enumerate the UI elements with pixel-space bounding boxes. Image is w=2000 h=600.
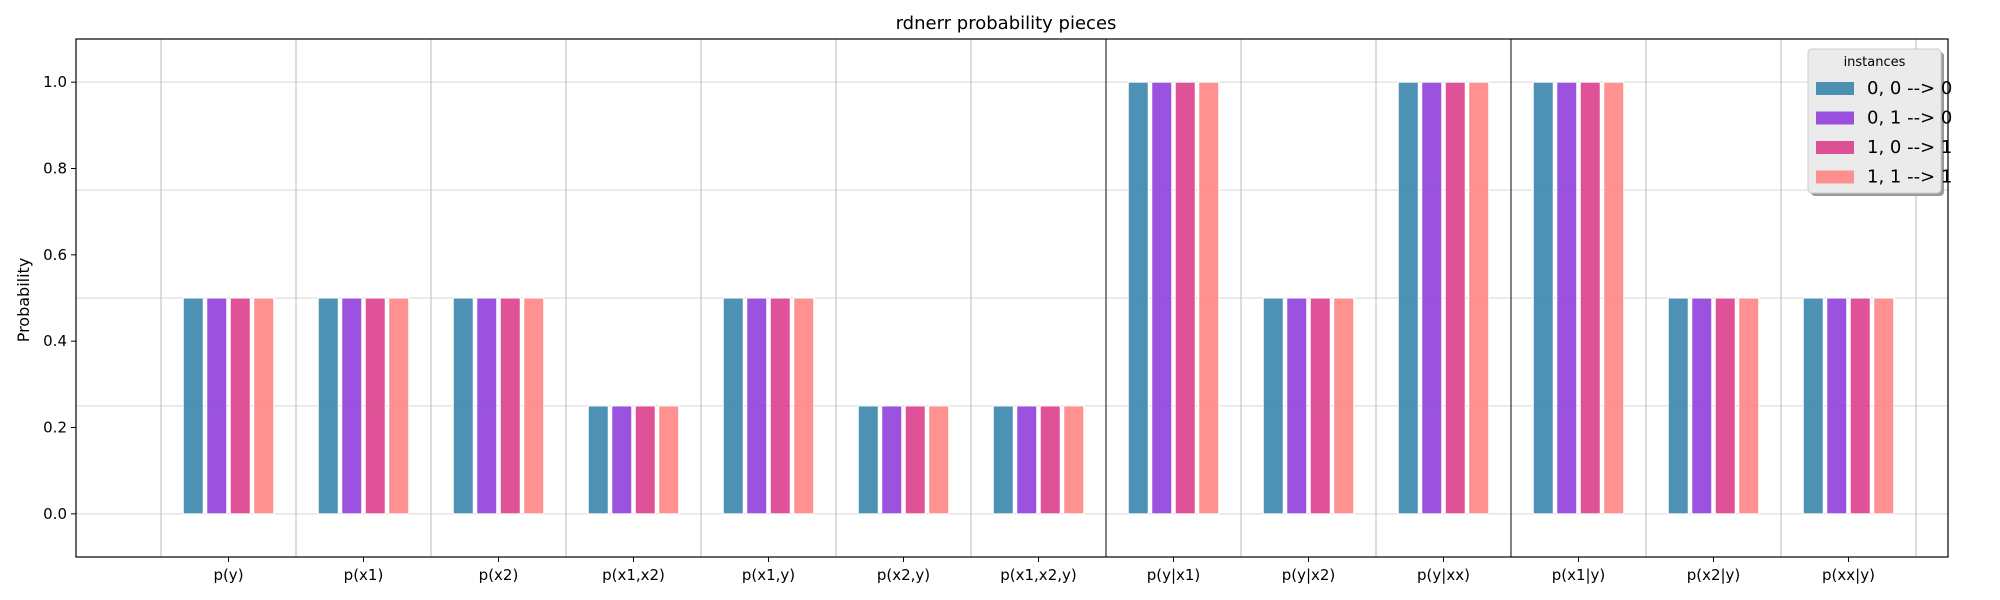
bar <box>1039 405 1061 515</box>
bar <box>928 405 950 515</box>
y-tick-label: 0.4 <box>43 332 67 350</box>
bar <box>182 297 204 515</box>
bar <box>523 297 545 515</box>
bar <box>388 297 410 515</box>
bar <box>1802 297 1824 515</box>
x-tick-label: p(x2) <box>479 566 519 584</box>
bar <box>1444 81 1466 515</box>
bar <box>611 405 633 515</box>
bar <box>1016 405 1038 515</box>
bar <box>1532 81 1554 515</box>
bar <box>1151 81 1173 515</box>
chart-title: rdnerr probability pieces <box>896 13 1117 34</box>
bar <box>992 405 1014 515</box>
bar <box>1174 81 1196 515</box>
bar <box>1714 297 1736 515</box>
y-tick-label: 0.0 <box>43 505 67 523</box>
bar <box>1849 297 1871 515</box>
bar <box>769 297 791 515</box>
x-tick-label: p(x1,y) <box>742 566 795 584</box>
bar <box>1873 297 1895 515</box>
x-tick-label: p(x1,x2,y) <box>1000 566 1076 584</box>
bar <box>229 297 251 515</box>
bar <box>1826 297 1848 515</box>
bar <box>1333 297 1355 515</box>
legend-label: 1, 0 --> 1 <box>1867 137 1952 158</box>
bar <box>1603 81 1625 515</box>
bar <box>1468 81 1490 515</box>
y-tick-label: 0.6 <box>43 246 67 264</box>
legend-title: instances <box>1844 55 1906 70</box>
bar <box>1397 81 1419 515</box>
bar <box>1421 81 1443 515</box>
x-tick-label: p(y|x2) <box>1282 566 1336 584</box>
bar <box>793 297 815 515</box>
bar <box>1667 297 1689 515</box>
y-tick-label: 0.2 <box>43 419 67 437</box>
legend-swatch <box>1816 141 1854 154</box>
x-tick-label: p(x2|y) <box>1687 566 1741 584</box>
bar <box>1198 81 1220 515</box>
legend: instances 0, 0 --> 0 0, 1 --> 0 1, 0 --> 1 1… <box>1807 48 1952 196</box>
legend-label: 1, 1 --> 1 <box>1867 167 1952 188</box>
bar <box>658 405 680 515</box>
bar <box>206 297 228 515</box>
legend-swatch <box>1816 170 1854 184</box>
bar <box>364 297 386 515</box>
plot-frame <box>75 38 1949 558</box>
bar <box>722 297 744 515</box>
bar <box>587 405 609 515</box>
x-tick-label: p(y|xx) <box>1417 566 1470 584</box>
bar <box>904 405 926 515</box>
bar <box>1262 297 1284 515</box>
bar <box>476 297 498 515</box>
y-axis-label: Probability <box>14 258 33 343</box>
x-tick-label: p(x1,x2) <box>602 566 665 584</box>
bars <box>182 81 1895 515</box>
legend-label: 0, 0 --> 0 <box>1867 78 1952 99</box>
axes: 0.0 0.2 0.4 0.6 0.8 1.0 p(y) p(x1) p(x2) p(x1,x2)… <box>43 38 1949 584</box>
bar <box>1556 81 1578 515</box>
x-tick-label: p(y) <box>213 566 243 584</box>
legend-swatch <box>1816 82 1854 95</box>
x-tick-label: p(x2,y) <box>877 566 930 584</box>
bar <box>452 297 474 515</box>
x-tick-label: p(x1|y) <box>1552 566 1606 584</box>
bar <box>1286 297 1308 515</box>
y-tick-label: 1.0 <box>43 73 67 91</box>
bar <box>1738 297 1760 515</box>
x-tick-label: p(y|x1) <box>1147 566 1201 584</box>
bar <box>1691 297 1713 515</box>
y-tick-label: 0.8 <box>43 160 67 178</box>
legend-swatch <box>1816 111 1854 125</box>
bar <box>1127 81 1149 515</box>
legend-label: 0, 1 --> 0 <box>1867 108 1952 129</box>
gridlines <box>76 39 1948 557</box>
bar <box>499 297 521 515</box>
bar <box>341 297 363 515</box>
bar <box>1579 81 1601 515</box>
x-tick-label: p(x1) <box>344 566 384 584</box>
bar <box>857 405 879 515</box>
bar <box>1309 297 1331 515</box>
bar <box>1063 405 1085 515</box>
x-tick-label: p(xx|y) <box>1822 566 1875 584</box>
bar <box>746 297 768 515</box>
bar <box>317 297 339 515</box>
bar <box>634 405 656 515</box>
bar <box>881 405 903 515</box>
bar <box>253 297 275 515</box>
